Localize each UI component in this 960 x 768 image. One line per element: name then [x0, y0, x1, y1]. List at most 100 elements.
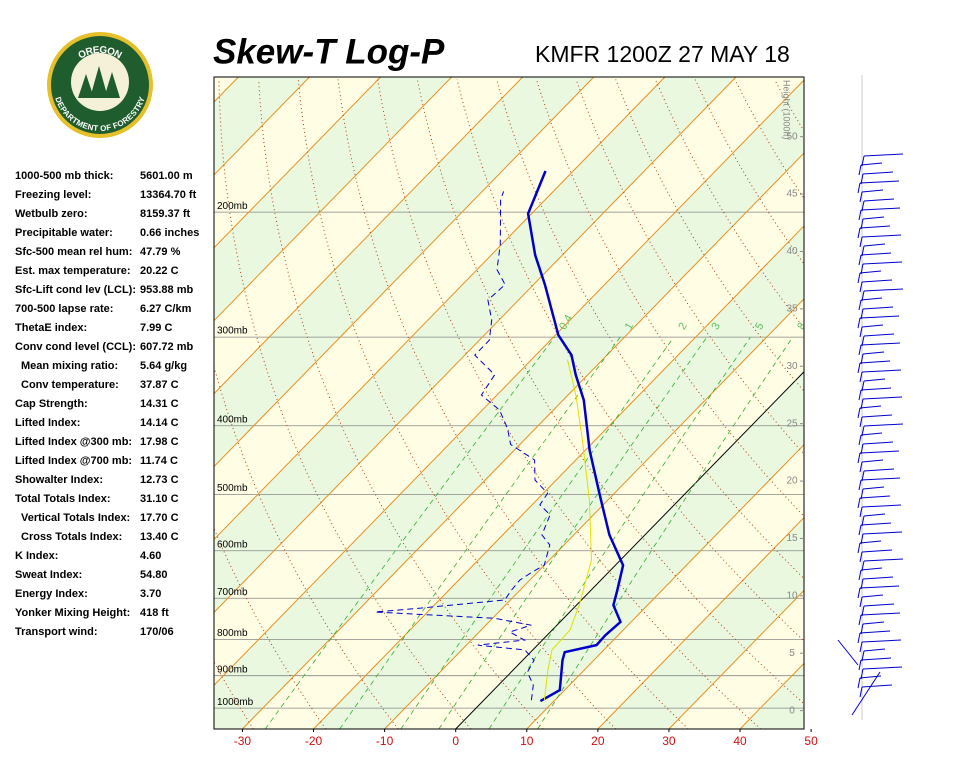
barb-shaft — [851, 671, 881, 716]
barb-shaft — [860, 488, 864, 500]
barb-shaft — [861, 650, 865, 662]
isotherm — [214, 77, 737, 614]
barb-shaft — [858, 434, 862, 446]
x-tick-label: 10 — [520, 734, 534, 748]
y2-tick-label: 0 — [789, 705, 795, 716]
barb-flag — [860, 432, 883, 436]
stat-label: Showalter Index: — [15, 474, 103, 486]
isotherm — [384, 298, 804, 729]
barb-shaft — [859, 686, 863, 698]
barb-flag — [861, 279, 893, 283]
isotherm — [668, 589, 804, 729]
plot-frame — [213, 76, 805, 730]
barb-shaft — [861, 200, 865, 212]
y2-tick-label: 40 — [786, 246, 798, 257]
barb-shaft — [857, 317, 861, 329]
barb-flag — [860, 567, 883, 571]
barb-flag — [860, 342, 901, 346]
dry-adiabat — [933, 79, 960, 729]
barb-shaft — [859, 551, 863, 563]
stat-label: Total Totals Index: — [15, 493, 111, 505]
isotherm — [242, 152, 804, 729]
y-tick-label: 700mb — [217, 587, 248, 598]
axes: 1000mb 900mb 800mb 700mb 600mb 500mb 400mb 300m… — [217, 80, 818, 748]
barb-flag — [861, 234, 902, 238]
barb-shaft — [857, 362, 861, 374]
barb-flag — [861, 324, 884, 328]
barb-flag — [859, 315, 900, 319]
y2-tick-label: 50 — [786, 131, 798, 142]
isotherm — [214, 77, 381, 249]
dry-adiabat — [214, 661, 254, 729]
y2-tick-label: 30 — [786, 361, 798, 372]
barb-flag — [861, 189, 884, 193]
stat-label: Transport wind: — [15, 626, 98, 638]
stat-label: Sfc-500 mean rel hum: — [15, 246, 132, 258]
barb-flag — [862, 171, 894, 175]
barb-flag — [862, 621, 885, 625]
barb-shaft — [859, 506, 863, 518]
y-tick-label: 1000mb — [217, 697, 254, 708]
barb-shaft — [857, 272, 861, 284]
stat-value: 14.31 C — [140, 398, 179, 410]
barb-flag — [859, 495, 891, 499]
stat-value: 7.99 C — [140, 322, 172, 334]
stat-label: K Index: — [15, 550, 58, 562]
stat-value: 170/06 — [140, 626, 174, 638]
barb-flag — [860, 252, 892, 256]
barb-flag — [859, 540, 882, 544]
isotherm — [214, 77, 595, 468]
barb-shaft — [857, 677, 861, 689]
barb-flag — [862, 486, 885, 490]
stat-value: 4.60 — [140, 550, 161, 562]
barb-flag — [860, 477, 901, 481]
barb-shaft — [861, 380, 865, 392]
barb-flag — [861, 504, 902, 508]
barb-flag — [860, 162, 883, 166]
barb-flag — [863, 153, 904, 157]
stat-label: 1000-500 mb thick: — [15, 170, 113, 182]
barb-flag — [859, 450, 900, 454]
stat-value: 418 ft — [140, 607, 169, 619]
y2-tick-label: 45 — [786, 189, 798, 200]
sounding-line — [543, 359, 593, 701]
barb-shaft — [859, 326, 863, 338]
stat-label: Est. max temperature: — [15, 265, 131, 277]
barb-flag — [862, 441, 894, 445]
barb-flag — [863, 513, 886, 517]
stat-label: Sweat Index: — [15, 569, 82, 581]
mixing-ratio-label: 2 — [676, 321, 689, 332]
stat-label: Energy Index: — [15, 588, 88, 600]
barb-flag — [863, 333, 895, 337]
barb-shaft — [860, 443, 864, 455]
dry-adiabat — [854, 79, 960, 729]
barb-shaft — [858, 209, 862, 221]
barb-shaft — [858, 389, 862, 401]
y2-tick-label: 5 — [789, 648, 795, 659]
barb-shaft — [858, 569, 862, 581]
barb-shaft — [857, 497, 861, 509]
barb-shaft — [859, 236, 863, 248]
stat-label: Sfc-Lift cond lev (LCL): — [15, 284, 136, 296]
title: Skew-T Log-P — [213, 32, 445, 71]
barb-shaft — [858, 659, 862, 671]
y2-tick-label: 25 — [786, 418, 798, 429]
y-tick-label: 900mb — [217, 664, 248, 675]
stat-label: Precipitable water: — [15, 227, 113, 239]
barb-flag — [859, 180, 900, 184]
barb-flag — [863, 468, 895, 472]
mixing-ratio-line — [537, 336, 794, 729]
y2-axis-label: Height (1000ft) — [782, 80, 792, 140]
y2-tick-label: 20 — [786, 476, 798, 487]
barb-shaft — [859, 191, 863, 203]
barb-shaft — [858, 479, 862, 491]
barb-shaft — [859, 281, 863, 293]
mixing-ratio-label: 8 — [795, 321, 808, 332]
barb-flag — [862, 261, 903, 265]
isotherm-band — [214, 80, 804, 729]
x-tick-label: 0 — [452, 734, 459, 748]
isotherm — [214, 79, 804, 686]
barb-shaft — [861, 290, 865, 302]
x-tick-label: -30 — [234, 734, 252, 748]
